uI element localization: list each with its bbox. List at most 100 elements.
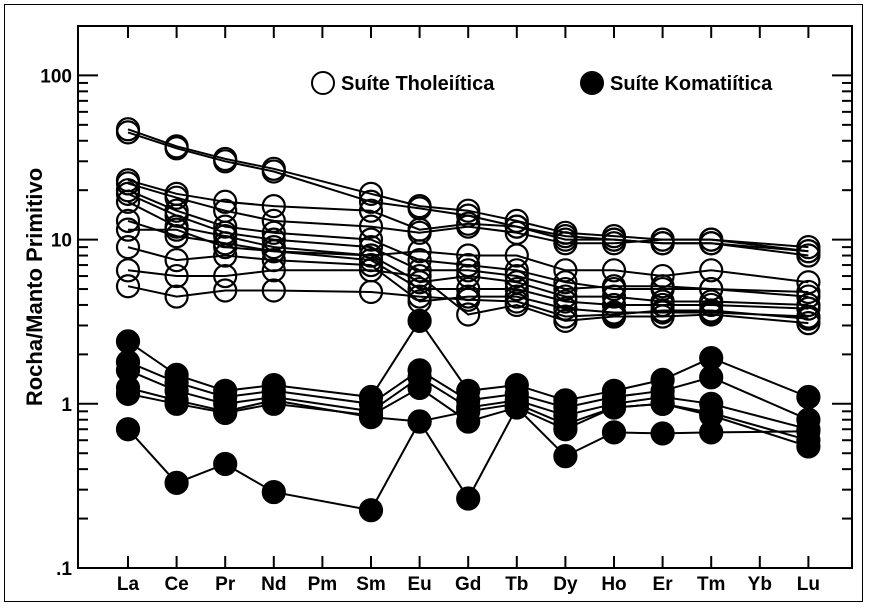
x-tick-label: Lu [797, 574, 820, 595]
tholeiitic-data-point [553, 289, 578, 314]
komatiitic-data-point [115, 375, 141, 400]
tholeiitic-data-point [796, 270, 821, 295]
tholeiitic-data-point [553, 231, 578, 256]
x-tick-label: Sm [356, 574, 386, 595]
tholeiitic-data-point [213, 263, 238, 289]
tholeiitic-data-point [796, 235, 821, 260]
komatiitic-data-point [115, 417, 141, 442]
tholeiitic-data-point [504, 208, 529, 234]
tholeiitic-data-point [456, 258, 481, 283]
tholeiitic-data-point [261, 159, 286, 184]
komatiitic-data-point [601, 420, 627, 445]
komatiitic-data-point [213, 399, 238, 424]
komatiitic-data-point [164, 388, 189, 413]
legend-open-circle-marker [311, 71, 335, 95]
tholeiitic-data-point [601, 258, 627, 283]
tholeiitic-data-point [164, 263, 189, 289]
tholeiitic-data-point [504, 258, 529, 283]
tholeiitic-data-point [115, 235, 141, 260]
tholeiitic-data-point [504, 220, 529, 245]
tholeiitic-data-point [213, 149, 238, 174]
tholeiitic-data-point [553, 276, 578, 302]
tholeiitic-data-point [115, 217, 141, 242]
y-tick-label: 10 [51, 231, 72, 252]
tholeiitic-data-point [407, 220, 432, 245]
komatiitic-data-point [601, 395, 627, 420]
tholeiitic-data-point [261, 258, 286, 283]
tholeiitic-data-point [650, 263, 675, 289]
tholeiitic-data-point [213, 224, 238, 249]
tholeiitic-data-point [456, 243, 481, 268]
tholeiitic-data-point [699, 292, 724, 318]
tholeiitic-data-point [213, 214, 238, 239]
tholeiitic-data-point [115, 189, 141, 214]
tholeiitic-data-point [115, 171, 141, 196]
x-tick-label: Er [653, 574, 674, 595]
tholeiitic-data-point [164, 136, 189, 161]
tholeiitic-data-point [358, 227, 384, 252]
komatiitic-data-point [358, 404, 384, 430]
tholeiitic-data-point [407, 258, 432, 283]
x-tick-label: Pr [215, 574, 236, 595]
tholeiitic-data-point [213, 189, 238, 214]
tholeiitic-data-point [456, 302, 481, 327]
komatiitic-data-point [164, 470, 189, 495]
x-tick-label: Dy [553, 574, 578, 595]
axis-labels: 100 10 1 .1 La Ce Pr Nd Pm Sm Eu Gd Tb Dy Ho Er Tm Yb Lu [40, 66, 820, 595]
tholeiitic-data-point [553, 304, 578, 329]
tholeiitic-data-point [796, 296, 821, 321]
tholeiitic-data-point [261, 278, 286, 303]
komatiitic-data-point [699, 420, 724, 445]
tholeiitic-data-point [456, 214, 481, 239]
tholeiitic-data-point [456, 252, 481, 278]
komatiitic-data-point [553, 412, 578, 437]
tholeiitic-data-point [407, 284, 432, 309]
komatiitic-data-point [650, 421, 675, 446]
x-tick-label: Ce [164, 574, 188, 595]
plot-axes [77, 25, 853, 569]
y-axis-title: Rocha/Manto Primitivo [22, 168, 47, 406]
tholeiitic-data-point [164, 224, 189, 249]
tholeiitic-data-point [504, 263, 529, 289]
tholeiitic-data-point [164, 248, 189, 273]
tholeiitic-data-point [261, 239, 286, 264]
x-tick-label: Eu [407, 574, 431, 595]
komatiitic-data-point [261, 479, 286, 505]
tholeiitic-data-point [456, 287, 481, 312]
komatiitic-data-point [358, 498, 384, 523]
komatiitic-data-point [553, 444, 578, 469]
y-tick-label: 1 [61, 395, 72, 416]
tholeiitic-data-point [601, 302, 627, 327]
tholeiitic-data-point [553, 296, 578, 321]
tholeiitic-data-point [115, 120, 141, 145]
x-tick-label: Yb [748, 574, 772, 595]
x-tick-label: Gd [455, 574, 481, 595]
tholeiitic-data-point [407, 270, 432, 295]
komatiitic-data-point [699, 365, 724, 390]
tholeiitic-data-point [358, 198, 384, 223]
tholeiitic-data-point [407, 239, 432, 264]
tholeiitic-data-point [553, 270, 578, 295]
tholeiitic-data-point [504, 289, 529, 314]
tholeiitic-data-point [358, 252, 384, 278]
tholeiitic-data-point [456, 203, 481, 228]
tholeiitic-data-point [650, 274, 675, 299]
tholeiitic-data-point [650, 227, 675, 252]
komatiitic-data-point [213, 451, 238, 477]
komatiitic-data-point [407, 308, 432, 333]
tholeiitic-data-point [504, 243, 529, 268]
komatiitic-data-point [796, 384, 821, 410]
tholeiitic-data-point [261, 194, 286, 219]
tholeiitic-data-point [601, 284, 627, 309]
legend: Suíte Tholeiítica Suíte Komatiítica [311, 71, 773, 95]
tholeiitic-data-point [699, 258, 724, 283]
x-tick-label: Tm [697, 574, 726, 595]
tholeiitic-data-point [553, 258, 578, 283]
tholeiitic-data-point [164, 217, 189, 242]
x-tick-label: Pm [308, 574, 338, 595]
komatiitic-data-point [456, 486, 481, 511]
tholeiitic-data-point [164, 185, 189, 210]
komatiitic-data-point [504, 395, 529, 420]
tholeiitic-data-point [358, 279, 384, 305]
legend-label-komatiitic: Suíte Komatiítica [610, 73, 773, 95]
